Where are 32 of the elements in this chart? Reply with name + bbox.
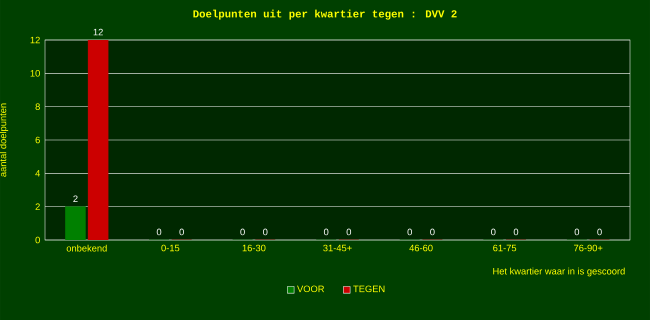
- data-label: 0: [179, 228, 184, 236]
- y-tick-label: 6: [36, 136, 40, 144]
- y-tick-label: 4: [35, 170, 40, 177]
- y-tick-label: 10: [30, 70, 40, 77]
- y-tick-label: 8: [36, 103, 40, 110]
- data-label: 0: [263, 228, 268, 236]
- x-tick-label: 46-60: [409, 244, 433, 252]
- x-tick-label: 16-30: [242, 244, 266, 252]
- legend-label: VOOR: [297, 286, 324, 292]
- x-tick-label: 31-45+: [323, 244, 352, 252]
- x-tick-label: 0-15: [161, 244, 180, 252]
- y-tick-label: 12: [30, 36, 40, 44]
- data-label: 2: [73, 195, 78, 202]
- x-tick-label: 76-90+: [574, 244, 602, 252]
- y-tick-label: 2: [36, 203, 40, 210]
- x-tick-label: onbekend: [66, 244, 107, 252]
- data-label: 0: [156, 228, 162, 236]
- data-label: 0: [346, 228, 352, 236]
- y-tick-label: 0: [35, 236, 40, 244]
- data-label: 12: [94, 28, 103, 36]
- data-label: 0: [491, 228, 496, 236]
- x-axis-title: Het kwartier waar in is gescoord: [493, 268, 625, 276]
- x-tick-label: 61-75: [493, 244, 516, 252]
- data-label: 0: [324, 228, 328, 236]
- data-label: 0: [597, 228, 602, 236]
- legend-label: TEGEN: [353, 286, 384, 292]
- data-label: 0: [408, 228, 412, 236]
- data-label: 0: [514, 228, 518, 236]
- data-label: 0: [574, 228, 580, 236]
- data-label: 0: [240, 228, 245, 236]
- chart-title: Doelpunten uit per kwartier tegen : DVV 2: [193, 10, 457, 20]
- data-label: 0: [430, 228, 435, 236]
